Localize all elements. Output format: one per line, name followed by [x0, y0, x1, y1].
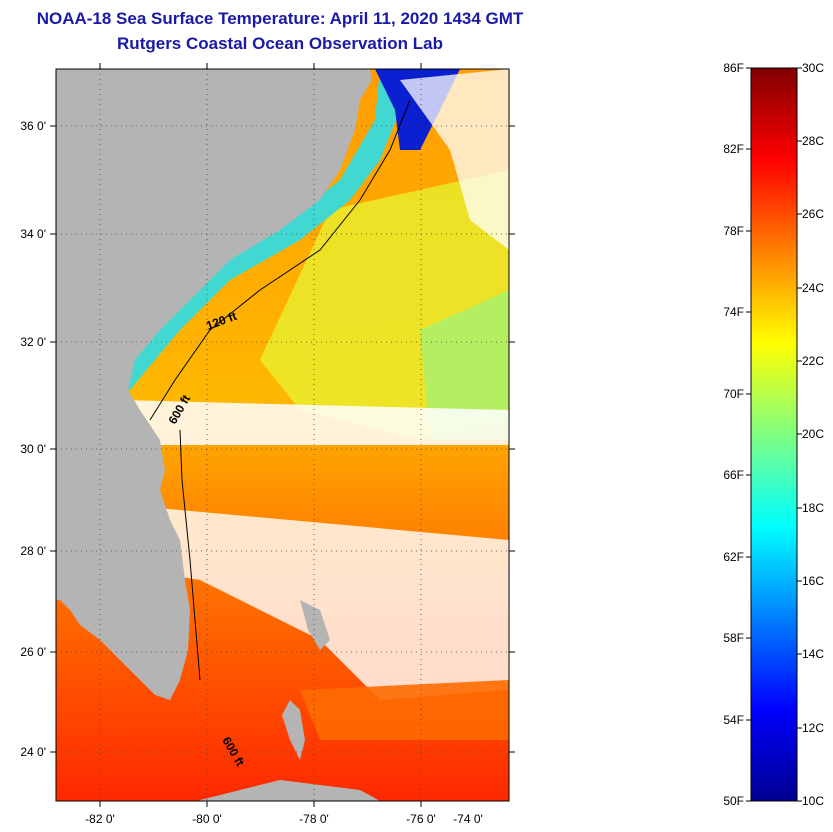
cloud-patch-far-south — [300, 680, 509, 740]
colorbar-f-label: 82F — [723, 142, 744, 156]
lat-label: 36 0' — [20, 119, 46, 133]
colorbar-c-label: 14C — [802, 647, 824, 661]
colorbar-c-label: 26C — [802, 207, 824, 221]
colorbar-ticks — [746, 67, 802, 802]
lon-label: -78 0' — [299, 812, 329, 826]
cloud-patch-east — [400, 69, 509, 250]
colorbar-c-label: 28C — [802, 134, 824, 148]
lat-label: 24 0' — [20, 745, 46, 759]
colorbar-f-label: 86F — [723, 61, 744, 75]
colorbar-c-label: 12C — [802, 721, 824, 735]
colorbar-c-label: 10C — [802, 794, 824, 808]
cool-offshore-band — [420, 290, 509, 440]
graticule — [56, 69, 509, 801]
lat-label: 30 0' — [20, 442, 46, 456]
contour-line — [149, 99, 411, 421]
lon-label: -82 0' — [85, 812, 115, 826]
colorbar-c-label: 16C — [802, 574, 824, 588]
axis-ticks — [50, 63, 515, 807]
colorbar-c-label: 22C — [802, 354, 824, 368]
lat-label: 32 0' — [20, 335, 46, 349]
colorbar-f-label: 78F — [723, 224, 744, 238]
coastal-cool-band — [120, 69, 420, 390]
land-mainland — [56, 69, 372, 700]
colorbar — [750, 67, 798, 802]
contour-line-south — [179, 429, 201, 681]
bahamas-abaco — [300, 600, 330, 650]
colorbar-f-label: 50F — [723, 794, 744, 808]
colorbar-f-label: 54F — [723, 713, 744, 727]
lat-label: 26 0' — [20, 645, 46, 659]
colorbar-f-label: 58F — [723, 631, 744, 645]
colorbar-f-label: 62F — [723, 550, 744, 564]
lon-label: -76 0' — [406, 812, 436, 826]
colorbar-f-label: 66F — [723, 468, 744, 482]
colorbar-f-label: 74F — [723, 305, 744, 319]
colorbar-f-label: 70F — [723, 387, 744, 401]
bahamas-andros — [282, 700, 305, 760]
lon-label: -74 0' — [453, 812, 483, 826]
map-title: NOAA-18 Sea Surface Temperature: April 1… — [36, 9, 524, 28]
cloud-band — [120, 400, 509, 445]
lat-label: 28 0' — [20, 544, 46, 558]
colorbar-c-label: 30C — [802, 61, 824, 75]
lat-label: 34 0' — [20, 227, 46, 241]
colorbar-c-label: 20C — [802, 427, 824, 441]
map-subtitle: Rutgers Coastal Ocean Observation Lab — [117, 34, 443, 53]
lon-label: -80 0' — [192, 812, 222, 826]
map-frame — [55, 68, 510, 802]
cuba-edge — [200, 780, 380, 801]
colorbar-c-label: 24C — [802, 281, 824, 295]
colorbar-c-label: 18C — [802, 501, 824, 515]
